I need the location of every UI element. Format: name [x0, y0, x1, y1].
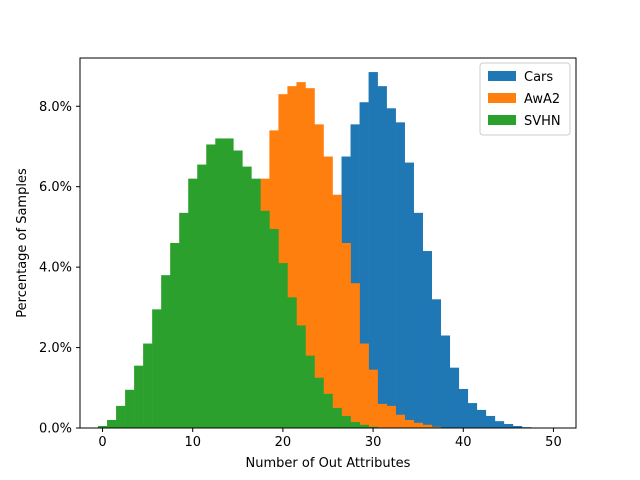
bar	[413, 212, 423, 428]
bar	[107, 419, 117, 428]
bar	[188, 178, 198, 428]
y-tick-label: 0.0%	[39, 422, 72, 437]
bar	[323, 156, 333, 429]
bar	[422, 251, 433, 428]
bar	[431, 299, 442, 428]
bar	[323, 393, 333, 428]
bar	[449, 367, 460, 428]
bar	[278, 263, 288, 428]
bar	[377, 86, 387, 429]
bar	[476, 409, 487, 428]
bar	[350, 421, 360, 428]
bar	[287, 86, 297, 429]
bar	[170, 243, 180, 428]
bar	[422, 424, 433, 428]
legend-label: Cars	[524, 70, 553, 85]
bar	[287, 297, 297, 428]
bar	[152, 309, 162, 428]
legend-swatch	[488, 93, 516, 103]
bar	[197, 164, 207, 428]
bar	[134, 365, 144, 428]
bar	[458, 388, 469, 428]
bar	[296, 325, 306, 428]
bar	[350, 124, 360, 428]
bar	[332, 407, 342, 428]
legend-label: AwA2	[524, 92, 560, 107]
bar	[377, 403, 387, 428]
bar	[395, 122, 405, 428]
bar	[440, 335, 451, 428]
bar	[278, 94, 288, 429]
y-tick-label: 4.0%	[39, 261, 72, 276]
bar	[395, 414, 405, 428]
bar	[143, 343, 153, 428]
bar	[359, 102, 369, 428]
bar	[350, 283, 360, 428]
bar	[359, 424, 369, 428]
bar	[368, 72, 378, 429]
bar	[98, 425, 108, 428]
x-tick-label: 50	[545, 435, 562, 450]
bar	[305, 88, 315, 429]
bar	[251, 178, 261, 428]
bar	[161, 275, 171, 428]
bar	[494, 421, 505, 428]
y-tick-label: 6.0%	[39, 180, 72, 195]
bar	[413, 422, 423, 428]
bar	[512, 425, 523, 428]
y-axis-label: Percentage of Samples	[15, 168, 30, 318]
plot-frame	[79, 57, 577, 429]
legend-swatch	[488, 71, 516, 81]
bar	[431, 426, 442, 428]
bar	[206, 144, 216, 428]
legend-swatch	[488, 115, 516, 125]
x-tick-label: 0	[98, 435, 106, 450]
bar	[233, 150, 243, 428]
bar	[404, 419, 414, 428]
bar	[314, 377, 324, 428]
bar	[125, 389, 135, 428]
series-svhn	[98, 138, 378, 428]
bar	[359, 343, 369, 428]
bar	[485, 415, 496, 428]
x-axis-label: Number of Out Attributes	[246, 456, 411, 471]
y-tick-label: 8.0%	[39, 100, 72, 115]
bar	[503, 423, 514, 428]
bar	[386, 405, 396, 428]
x-axis: 0 10 20 30 40 50	[98, 428, 562, 450]
bar	[242, 166, 252, 428]
x-tick-label: 40	[455, 435, 472, 450]
bar	[368, 426, 378, 428]
bar	[224, 138, 234, 428]
bar	[215, 138, 225, 428]
bar	[179, 212, 189, 428]
bar	[368, 369, 378, 428]
bar	[296, 82, 306, 428]
bar	[386, 108, 396, 429]
legend: Cars AwA2 SVHN	[479, 62, 571, 136]
x-tick-label: 30	[365, 435, 382, 450]
histogram-bars	[98, 72, 532, 429]
x-tick-label: 10	[184, 435, 201, 450]
bar	[332, 194, 342, 428]
bar	[341, 243, 351, 428]
legend-label: SVHN	[524, 114, 561, 129]
bar	[260, 210, 270, 428]
bar	[467, 403, 478, 428]
y-tick-label: 2.0%	[39, 341, 72, 356]
y-axis: 0.0% 2.0% 4.0% 6.0% 8.0%	[39, 100, 80, 437]
bar	[404, 162, 414, 428]
x-tick-label: 20	[275, 435, 292, 450]
bar	[305, 355, 315, 428]
bar	[116, 405, 126, 428]
bar	[314, 124, 324, 428]
bar	[269, 228, 279, 428]
bar	[341, 415, 351, 428]
